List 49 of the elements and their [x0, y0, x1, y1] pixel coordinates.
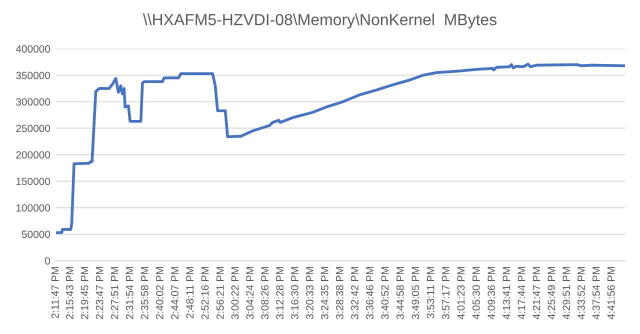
x-tick-label: 3:40:52 PM	[381, 267, 389, 320]
y-tick-label: 300000	[16, 98, 50, 106]
x-tick-label: 2:40:02 PM	[156, 267, 164, 319]
x-tick-label: 2:48:11 PM	[186, 267, 194, 318]
y-tick-label: 250000	[16, 124, 50, 132]
x-tick-label: 3:12:28 PM	[276, 267, 284, 320]
x-tick-label: 3:28:38 PM	[336, 267, 344, 320]
x-tick-label: 4:09:36 PM	[488, 267, 496, 320]
y-tick-label: 100000	[16, 204, 50, 212]
x-tick-label: 2:23:47 PM	[96, 267, 104, 319]
x-tick-label: 4:33:52 PM	[578, 267, 585, 320]
x-tick-label: 2:19:45 PM	[80, 267, 88, 319]
x-tick-label: 2:44:07 PM	[171, 267, 179, 319]
x-tick-label: 3:32:42 PM	[351, 267, 358, 320]
x-tick-label: 2:52:16 PM	[201, 267, 209, 319]
x-tick-label: 4:17:44 PM	[518, 267, 526, 320]
chart-title: \\HXAFM5-HZVDI-08\Memory\NonKernel MBytes	[142, 14, 496, 28]
x-tick-label: 2:31:54 PM	[126, 267, 134, 319]
x-tick-label: 2:11:47 PM	[51, 267, 59, 318]
x-tick-label: 2:27:51 PM	[110, 267, 118, 319]
x-tick-label: 4:05:30 PM	[472, 267, 480, 320]
x-tick-label: 3:08:26 PM	[261, 267, 269, 320]
x-tick-label: 2:35:58 PM	[140, 267, 148, 319]
x-tick-label: 3:04:24 PM	[246, 267, 254, 320]
x-tick-label: 3:49:05 PM	[412, 267, 420, 320]
y-tick-label: 50000	[22, 230, 50, 238]
y-tick-label: 350000	[16, 72, 50, 80]
x-tick-label: 4:13:41 PM	[502, 267, 510, 320]
y-tick-label: 200000	[16, 151, 50, 159]
y-tick-label: 0	[45, 257, 50, 265]
x-tick-label: 3:53:11 PM	[426, 267, 434, 318]
x-tick-label: 2:15:43 PM	[66, 267, 74, 319]
x-tick-label: 4:37:54 PM	[592, 267, 600, 320]
x-tick-label: 4:41:56 PM	[607, 267, 615, 320]
x-tick-label: 2:56:21 PM	[216, 267, 224, 319]
x-tick-label: 3:44:58 PM	[396, 267, 404, 320]
y-tick-label: 150000	[16, 178, 50, 186]
x-tick-label: 4:21:47 PM	[532, 267, 540, 320]
x-tick-label: 3:20:33 PM	[306, 267, 314, 320]
x-tick-label: 3:00:22 PM	[231, 267, 239, 320]
x-tick-label: 3:36:46 PM	[366, 267, 374, 320]
y-tick-label: 400000	[16, 45, 50, 53]
x-tick-label: 4:25:49 PM	[548, 267, 556, 320]
line-series	[56, 62, 625, 234]
x-tick-label: 3:16:30 PM	[291, 267, 298, 320]
x-tick-label: 4:29:51 PM	[562, 267, 570, 320]
x-tick-label: 3:57:17 PM	[442, 267, 450, 320]
x-tick-label: 4:01:23 PM	[457, 267, 465, 320]
x-tick-label: 3:24:35 PM	[320, 267, 328, 320]
